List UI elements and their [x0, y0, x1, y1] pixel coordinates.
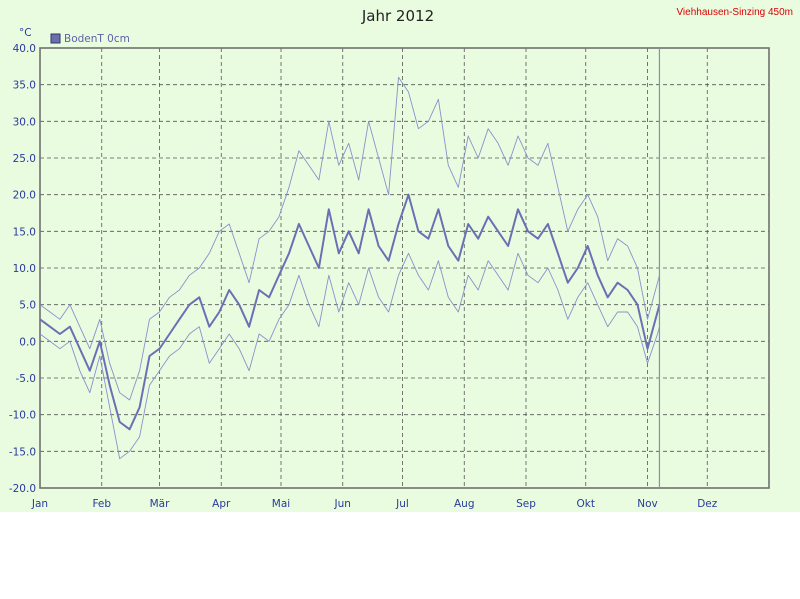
y-tick-label: 25.0	[13, 153, 36, 165]
y-tick-label: -10.0	[9, 410, 36, 422]
y-unit-label: °C	[19, 27, 32, 39]
x-tick-label: Dez	[697, 498, 718, 510]
y-tick-label: -5.0	[16, 373, 37, 385]
grid	[40, 47, 769, 489]
y-tick-label: 15.0	[13, 226, 36, 238]
x-tick-label: Jul	[395, 498, 409, 510]
axes: 40.0 35.0 30.0 25.0 20.0 15.0 10.0 5.0 0.0 -5.0 -1…	[9, 43, 770, 510]
x-tick-label: Sep	[516, 498, 536, 510]
temperature-chart: 40.0 35.0 30.0 25.0 20.0 15.0 10.0 5.0 0.0 -5.0 -1…	[9, 7, 793, 510]
x-tick-label: Mai	[272, 498, 290, 510]
series-line-mean	[39, 193, 661, 431]
y-tick-label: 20.0	[13, 190, 36, 202]
x-tick-label: Aug	[454, 498, 475, 510]
x-tick-label: Feb	[92, 498, 111, 510]
series-line-max	[39, 76, 660, 401]
y-tick-label: 0.0	[19, 336, 36, 348]
y-tick-label: 35.0	[13, 80, 36, 92]
plot-frame	[39, 47, 770, 489]
chart-title: Jahr 2012	[361, 7, 434, 25]
y-tick-label: 30.0	[13, 116, 36, 128]
x-tick-label: Apr	[212, 498, 231, 510]
x-tick-label: Mär	[150, 498, 170, 510]
x-tick-label: Okt	[577, 498, 595, 510]
series-line-min	[39, 252, 660, 460]
legend-label: BodenT 0cm	[64, 33, 130, 45]
y-tick-label: 10.0	[13, 263, 36, 275]
y-tick-label: -15.0	[9, 446, 36, 458]
legend-swatch	[50, 33, 61, 44]
x-tick-label: Jun	[334, 498, 351, 510]
legend: BodenT 0cm	[50, 33, 130, 45]
x-tick-label: Jan	[31, 498, 48, 510]
y-tick-label: -20.0	[9, 483, 36, 495]
y-tick-label: 40.0	[13, 43, 36, 55]
chart-panel: 40.0 35.0 30.0 25.0 20.0 15.0 10.0 5.0 0.0 -5.0 -1…	[0, 0, 800, 512]
series-lines	[39, 76, 661, 460]
station-label: Viehhausen-Sinzing 450m	[676, 7, 793, 18]
x-tick-label: Nov	[637, 498, 658, 510]
y-tick-label: 5.0	[19, 300, 36, 312]
